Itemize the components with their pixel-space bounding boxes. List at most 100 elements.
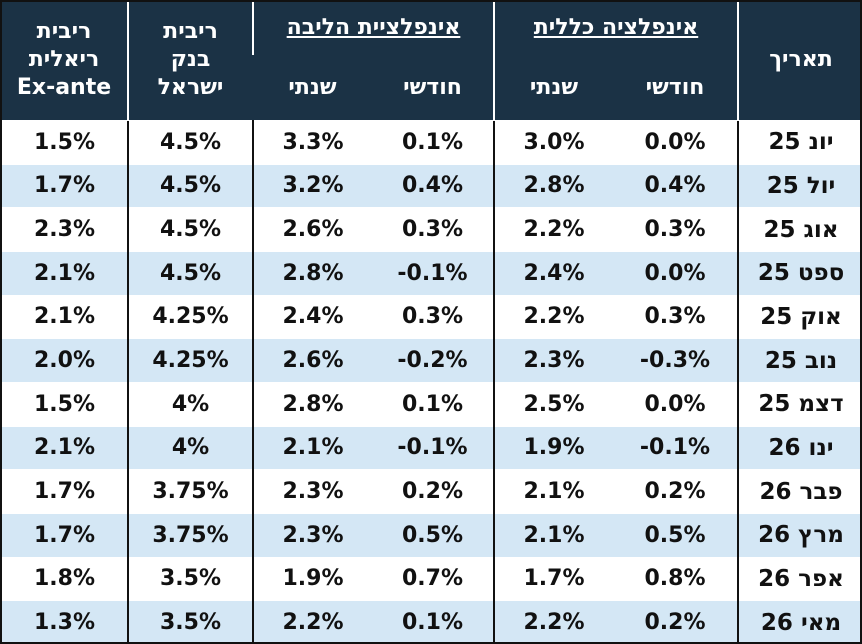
date-cell: דצמ 25 — [737, 381, 862, 427]
core-monthly-cell: 0.3% — [372, 207, 494, 252]
header-core-annual: שנתי — [253, 55, 372, 121]
real-rate-cell: 2.0% — [0, 338, 128, 383]
core-monthly-cell: 0.7% — [372, 556, 494, 601]
headline-annual-cell: 2.3% — [493, 338, 613, 383]
date-cell: נוב 25 — [737, 338, 862, 383]
boi-rate-cell: 4.5% — [127, 207, 253, 252]
table-row: 2.3% 4.5% 2.6% 0.3% 2.2% 0.3% אוג 25 — [0, 207, 862, 252]
boi-rate-cell: 3.75% — [127, 512, 253, 558]
table-row: 1.5% 4% 2.8% 0.1% 2.5% 0.0% דצמ 25 — [0, 381, 862, 427]
table-row: 2.1% 4.25% 2.4% 0.3% 2.2% 0.3% אוק 25 — [0, 294, 862, 339]
boi-rate-cell: 3.75% — [127, 469, 253, 514]
real-rate-cell: 1.7% — [0, 469, 128, 514]
real-rate-cell: 1.7% — [0, 163, 128, 208]
boi-rate-cell: 4.25% — [127, 338, 253, 383]
table-row: 1.8% 3.5% 1.9% 0.7% 1.7% 0.8% אפר 26 — [0, 556, 862, 601]
headline-annual-cell: 2.1% — [493, 512, 613, 558]
header-headline-inflation: אינפלציה כללית — [492, 0, 739, 55]
real-rate-cell: 1.7% — [0, 512, 128, 558]
table-row: 1.7% 3.75% 2.3% 0.5% 2.1% 0.5% מרץ 26 — [0, 512, 862, 558]
real-rate-cell: 1.5% — [0, 120, 128, 165]
core-annual-cell: 2.6% — [252, 207, 372, 252]
boi-rate-cell: 4.5% — [127, 120, 253, 165]
real-rate-cell: 1.8% — [0, 556, 128, 601]
core-monthly-cell: 0.1% — [372, 600, 494, 644]
core-monthly-cell: 0.2% — [372, 469, 494, 514]
date-cell: אוק 25 — [737, 294, 862, 339]
core-annual-cell: 3.2% — [252, 163, 372, 208]
core-annual-cell: 1.9% — [252, 556, 372, 601]
date-cell: פבר 26 — [737, 469, 862, 514]
real-rate-cell: 2.1% — [0, 250, 128, 296]
table-row: 1.3% 3.5% 2.2% 0.1% 2.2% 0.2% מאי 26 — [0, 600, 862, 644]
real-rate-cell: 2.1% — [0, 294, 128, 339]
date-cell: ספט 25 — [737, 250, 862, 296]
header-real-rate-line-3: Ex-ante — [16, 75, 112, 100]
boi-rate-cell: 4.5% — [127, 163, 253, 208]
table-header: ריבית ריאלית Ex-ante ריבית בנק ישראל אינ… — [1, 0, 862, 121]
headline-monthly-cell: 0.0% — [613, 120, 739, 165]
header-real-rate-line-1: ריבית — [36, 19, 92, 44]
core-monthly-cell: -0.1% — [372, 425, 494, 470]
table-row: 1.7% 3.75% 2.3% 0.2% 2.1% 0.2% פבר 26 — [0, 469, 862, 514]
table-row: 1.7% 4.5% 3.2% 0.4% 2.8% 0.4% יול 25 — [0, 163, 862, 208]
real-rate-cell: 2.3% — [0, 207, 128, 252]
date-cell: ינו 26 — [737, 425, 862, 470]
headline-annual-cell: 3.0% — [493, 120, 613, 165]
table-row: 2.1% 4.5% 2.8% -0.1% 2.4% 0.0% ספט 25 — [0, 250, 862, 296]
header-core-inflation: אינפלציית הליבה — [252, 0, 494, 55]
headline-monthly-cell: 0.5% — [613, 512, 739, 558]
core-annual-cell: 2.3% — [252, 512, 372, 558]
headline-monthly-cell: -0.1% — [613, 425, 739, 470]
date-cell: אוג 25 — [737, 207, 862, 252]
header-boi-rate-line-3: ישראל — [157, 75, 224, 100]
table-row: 2.0% 4.25% 2.6% -0.2% 2.3% -0.3% נוב 25 — [0, 338, 862, 383]
boi-rate-cell: 4.25% — [127, 294, 253, 339]
real-rate-cell: 1.3% — [0, 600, 128, 644]
headline-monthly-cell: 0.4% — [613, 163, 739, 208]
boi-rate-cell: 3.5% — [127, 600, 253, 644]
date-cell: אפר 26 — [737, 556, 862, 601]
header-headline-monthly: חודשי — [613, 55, 739, 121]
headline-annual-cell: 2.1% — [493, 469, 613, 514]
boi-rate-cell: 3.5% — [127, 556, 253, 601]
headline-monthly-cell: 0.3% — [613, 294, 739, 339]
core-annual-cell: 2.8% — [252, 381, 372, 427]
header-real-rate: ריבית ריאלית Ex-ante — [1, 0, 128, 121]
core-monthly-cell: 0.1% — [372, 120, 494, 165]
core-monthly-cell: -0.2% — [372, 338, 494, 383]
header-core-inflation-label: אינפלציית הליבה — [286, 14, 461, 40]
real-rate-cell: 1.5% — [0, 381, 128, 427]
headline-annual-cell: 2.2% — [493, 294, 613, 339]
date-cell: יול 25 — [737, 163, 862, 208]
boi-rate-cell: 4% — [127, 425, 253, 470]
headline-annual-cell: 2.5% — [493, 381, 613, 427]
table-row: 2.1% 4% 2.1% -0.1% 1.9% -0.1% ינו 26 — [0, 425, 862, 470]
core-monthly-cell: 0.4% — [372, 163, 494, 208]
header-date: תאריך — [737, 0, 862, 121]
boi-rate-cell: 4.5% — [127, 250, 253, 296]
table-body: 1.5% 4.5% 3.3% 0.1% 3.0% 0.0% יונ 25 1.7% 4.5% 3.… — [0, 120, 862, 644]
header-real-rate-line-2: ריאלית — [28, 47, 100, 72]
headline-monthly-cell: 0.2% — [613, 469, 739, 514]
table-row: 1.5% 4.5% 3.3% 0.1% 3.0% 0.0% יונ 25 — [0, 120, 862, 165]
core-annual-cell: 2.3% — [252, 469, 372, 514]
core-annual-cell: 2.2% — [252, 600, 372, 644]
date-cell: מרץ 26 — [737, 512, 862, 558]
core-annual-cell: 2.8% — [252, 250, 372, 296]
headline-monthly-cell: 0.8% — [613, 556, 739, 601]
headline-annual-cell: 1.7% — [493, 556, 613, 601]
real-rate-cell: 2.1% — [0, 425, 128, 470]
date-cell: מאי 26 — [737, 600, 862, 644]
core-monthly-cell: 0.1% — [372, 381, 494, 427]
header-boi-rate: ריבית בנק ישראל — [127, 0, 253, 121]
core-annual-cell: 2.6% — [252, 338, 372, 383]
header-core-monthly: חודשי — [372, 55, 494, 121]
header-headline-annual: שנתי — [493, 55, 613, 121]
core-monthly-cell: 0.3% — [372, 294, 494, 339]
header-boi-rate-line-1: ריבית — [163, 19, 218, 44]
header-boi-rate-line-2: בנק — [170, 47, 211, 72]
headline-annual-cell: 2.2% — [493, 600, 613, 644]
header-headline-inflation-label: אינפלציה כללית — [533, 14, 699, 40]
